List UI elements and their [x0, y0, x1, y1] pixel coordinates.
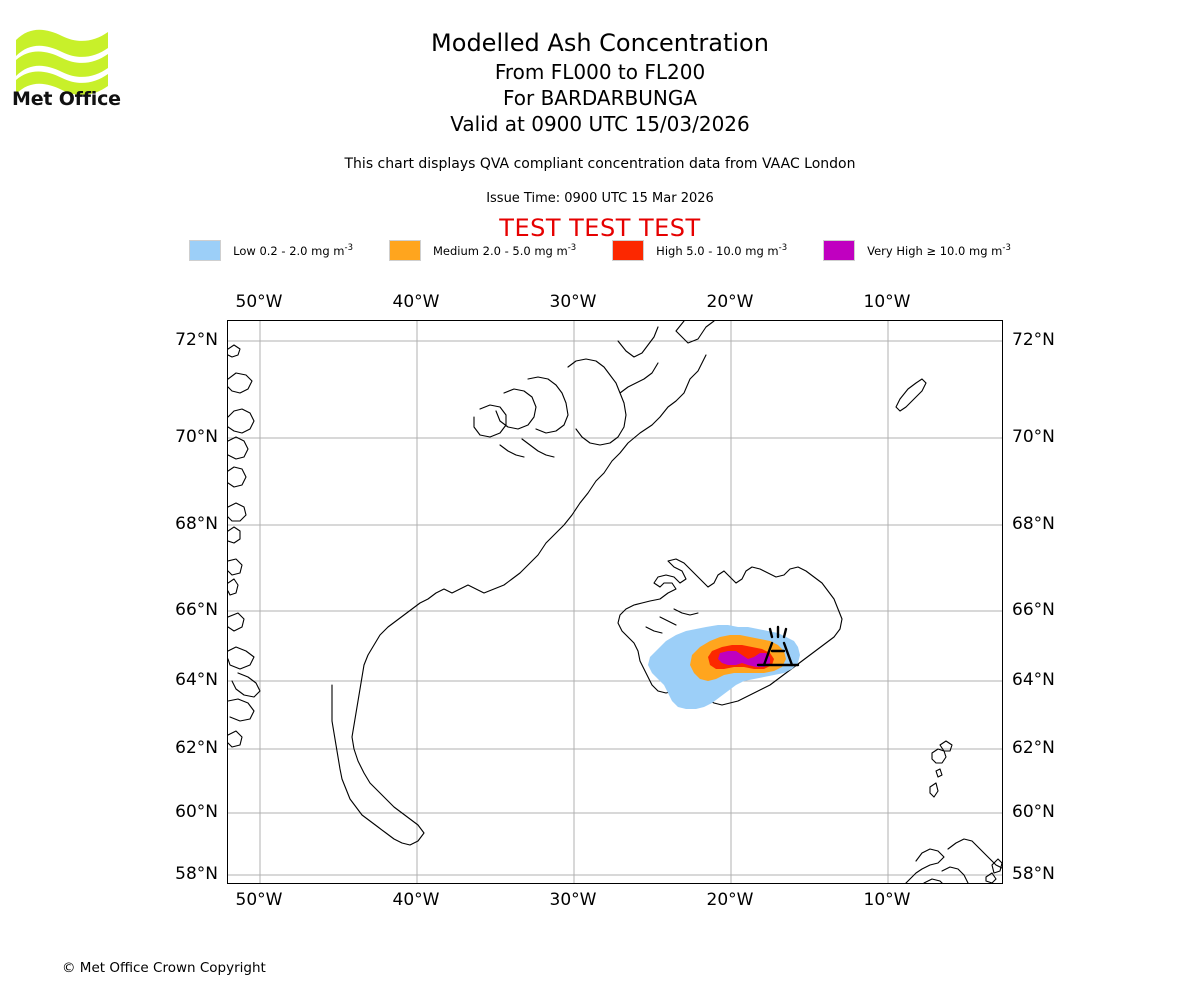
lat-label-left-70n: 70°N: [175, 427, 218, 447]
legend-label-high: High 5.0 - 10.0 mg m-3: [656, 243, 788, 258]
title-volcano: For BARDARBUNGA: [502, 86, 698, 110]
concentration-legend: Low 0.2 - 2.0 mg m-3 Medium 2.0 - 5.0 mg…: [0, 240, 1200, 261]
lat-label-right-66n: 66°N: [1012, 600, 1055, 620]
lon-label-top-30w: 30°W: [549, 292, 597, 312]
issue-time: Issue Time: 0900 UTC 15 Mar 2026: [486, 191, 714, 206]
lat-label-left-58n: 58°N: [175, 864, 218, 884]
scotland-coast: [905, 838, 1002, 883]
map-panel[interactable]: [227, 320, 1003, 884]
lat-label-right-62n: 62°N: [1012, 738, 1055, 758]
test-banner: TEST TEST TEST: [499, 214, 701, 242]
map-gridlines: [228, 321, 1002, 883]
lon-label-top-20w: 20°W: [706, 292, 754, 312]
lon-label-bottom-20w: 20°W: [706, 890, 754, 910]
page-title: Modelled Ash Concentration: [431, 29, 769, 57]
legend-label-very-high: Very High ≥ 10.0 mg m-3: [867, 243, 1011, 258]
lat-label-right-70n: 70°N: [1012, 427, 1055, 447]
legend-label-low: Low 0.2 - 2.0 mg m-3: [233, 243, 353, 258]
copyright-notice: © Met Office Crown Copyright: [62, 960, 266, 976]
met-office-logo: [12, 22, 122, 112]
met-office-wordmark: Met Office: [12, 88, 121, 110]
lat-label-left-64n: 64°N: [175, 670, 218, 690]
lat-label-left-68n: 68°N: [175, 514, 218, 534]
map-frame: [227, 320, 1003, 884]
lat-label-right-68n: 68°N: [1012, 514, 1055, 534]
coastlines: [228, 321, 1002, 883]
legend-item-very-high: Very High ≥ 10.0 mg m-3: [823, 240, 1011, 261]
lon-label-bottom-30w: 30°W: [549, 890, 597, 910]
lon-label-top-50w: 50°W: [235, 292, 283, 312]
faroe-islands: [929, 740, 953, 798]
greenland-west-islands: [228, 344, 261, 748]
chart-title-block: Modelled Ash Concentration From FL000 to…: [0, 28, 1200, 137]
legend-item-high: High 5.0 - 10.0 mg m-3: [612, 240, 787, 261]
legend-swatch-very-high: [823, 240, 856, 261]
ash-plume-contours: [648, 625, 800, 709]
lat-label-left-72n: 72°N: [175, 330, 218, 350]
lat-label-right-58n: 58°N: [1012, 864, 1055, 884]
title-flight-levels: From FL000 to FL200: [494, 60, 706, 84]
jan-mayen-island: [895, 378, 927, 412]
qva-note: This chart displays QVA compliant concen…: [344, 156, 856, 172]
legend-swatch-medium: [388, 240, 421, 261]
lat-label-right-72n: 72°N: [1012, 330, 1055, 350]
title-valid-time: Valid at 0900 UTC 15/03/2026: [450, 112, 750, 136]
lon-label-bottom-10w: 10°W: [863, 890, 911, 910]
ash-contour-very-high: [718, 651, 770, 667]
lat-label-right-60n: 60°N: [1012, 802, 1055, 822]
lon-label-bottom-40w: 40°W: [392, 890, 440, 910]
iceland-coast: [617, 558, 843, 706]
legend-label-medium: Medium 2.0 - 5.0 mg m-3: [432, 243, 577, 258]
lat-label-left-66n: 66°N: [175, 600, 218, 620]
iceland-inner-fjords: [645, 608, 699, 634]
volcano-symbol: [756, 625, 800, 667]
lat-label-left-60n: 60°N: [175, 802, 218, 822]
legend-item-medium: Medium 2.0 - 5.0 mg m-3: [388, 240, 577, 261]
greenland-fjords: [473, 326, 659, 458]
lon-label-top-10w: 10°W: [863, 292, 911, 312]
legend-item-low: Low 0.2 - 2.0 mg m-3: [189, 240, 353, 261]
lon-label-top-40w: 40°W: [392, 292, 440, 312]
legend-swatch-low: [189, 240, 222, 261]
lat-label-left-62n: 62°N: [175, 738, 218, 758]
greenland-coast: [331, 321, 715, 846]
lat-label-right-64n: 64°N: [1012, 670, 1055, 690]
legend-swatch-high: [612, 240, 645, 261]
lon-label-bottom-50w: 50°W: [235, 890, 283, 910]
